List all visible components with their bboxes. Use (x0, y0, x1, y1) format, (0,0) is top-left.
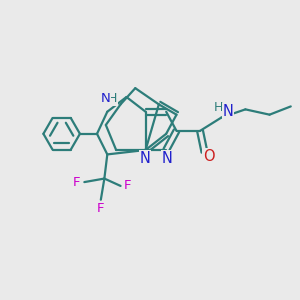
Text: N: N (140, 151, 150, 166)
Text: F: F (97, 202, 105, 214)
Text: F: F (123, 179, 131, 192)
Text: H: H (214, 101, 224, 114)
Text: O: O (203, 149, 215, 164)
Text: N: N (161, 151, 172, 166)
Text: N: N (222, 104, 233, 119)
Text: N: N (101, 92, 111, 105)
Text: H: H (108, 92, 117, 105)
Text: F: F (73, 176, 81, 189)
